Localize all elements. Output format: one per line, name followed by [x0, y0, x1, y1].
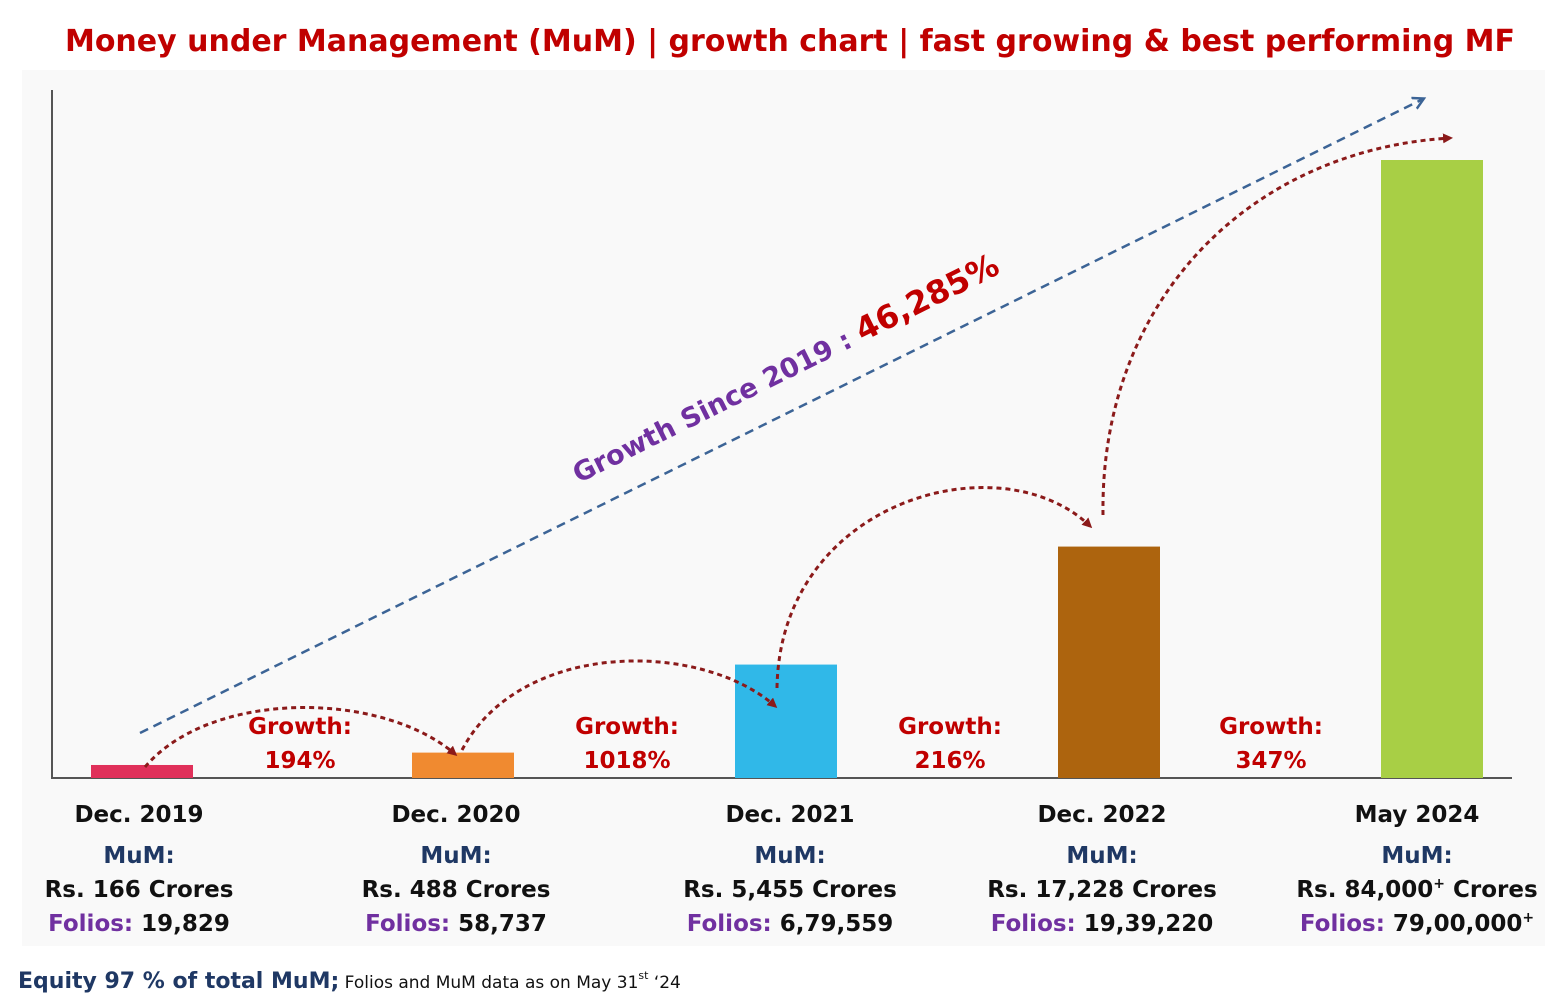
mum-label: MuM:: [754, 843, 825, 869]
mum-value: Rs. 488 Crores: [362, 877, 551, 903]
category-label: Dec. 2022: [1037, 802, 1166, 828]
mum-amount: Rs. 17,228 Crores: [987, 877, 1217, 903]
growth-label: Growth:: [1219, 714, 1323, 740]
overall-trend-arrow: [139, 99, 1423, 735]
category-label: May 2024: [1355, 802, 1480, 828]
folios-label: Folios:: [687, 911, 780, 937]
category-label: Dec. 2021: [725, 802, 854, 828]
chart-title: Money under Management (MuM) | growth ch…: [65, 24, 1515, 59]
category-label: Dec. 2020: [391, 802, 520, 828]
plot-background: [22, 70, 1545, 946]
mum-crores: Crores: [1445, 877, 1538, 903]
bar-1: [91, 764, 193, 778]
bar-3: [735, 664, 837, 778]
folios-count: 19,829: [141, 911, 230, 937]
folios-value: Folios: 79,00,000+: [1300, 910, 1534, 937]
bar-2: [412, 752, 514, 778]
mum-label: MuM:: [420, 843, 491, 869]
footer-note: Equity 97 % of total MuM; Folios and MuM…: [18, 969, 681, 994]
footer-tail: ‘24: [648, 973, 680, 993]
growth-label: Growth:: [898, 714, 1002, 740]
growth-value: 194%: [264, 748, 335, 774]
growth-arc-3: [775, 486, 1093, 689]
folios-count: 79,00,000: [1393, 911, 1523, 937]
footer-text: Folios and MuM data as on May 31: [339, 973, 638, 993]
mum-value: Rs. 166 Crores: [45, 877, 234, 903]
mum-label: MuM:: [1066, 843, 1137, 869]
mum-value: Rs. 84,000+ Crores: [1296, 876, 1537, 903]
mum-label: MuM:: [103, 843, 174, 869]
footer-sup: st: [638, 969, 649, 982]
folios-label: Folios:: [48, 911, 141, 937]
folios-label: Folios:: [1300, 911, 1393, 937]
mum-amount: Rs. 84,000: [1296, 877, 1433, 903]
mum-amount: Rs. 166 Crores: [45, 877, 234, 903]
folios-count: 58,737: [458, 911, 547, 937]
growth-value: 347%: [1235, 748, 1306, 774]
folios-value: Folios: 58,737: [365, 911, 547, 937]
growth-arc-4: [1101, 133, 1453, 516]
folios-label: Folios:: [365, 911, 458, 937]
mum-label: MuM:: [1381, 843, 1452, 869]
folios-label: Folios:: [991, 911, 1084, 937]
growth-value: 1018%: [583, 748, 670, 774]
mum-value: Rs. 5,455 Crores: [683, 877, 897, 903]
growth-arc-2: [460, 659, 778, 751]
folios-count: 19,39,220: [1084, 911, 1214, 937]
mum-plus: +: [1433, 876, 1445, 892]
footer-bold: Equity 97 % of total MuM;: [18, 969, 339, 994]
category-label: Dec. 2019: [74, 802, 203, 828]
folios-plus: +: [1522, 910, 1534, 926]
bar-5: [1381, 160, 1483, 778]
mum-amount: Rs. 488 Crores: [362, 877, 551, 903]
folios-count: 6,79,559: [780, 911, 894, 937]
growth-label: Growth:: [575, 714, 679, 740]
growth-label: Growth:: [248, 714, 352, 740]
mum-value: Rs. 17,228 Crores: [987, 877, 1217, 903]
mum-amount: Rs. 5,455 Crores: [683, 877, 897, 903]
folios-value: Folios: 6,79,559: [687, 911, 894, 937]
growth-value: 216%: [914, 748, 985, 774]
folios-value: Folios: 19,39,220: [991, 911, 1214, 937]
bar-4: [1058, 546, 1160, 778]
folios-value: Folios: 19,829: [48, 911, 230, 937]
